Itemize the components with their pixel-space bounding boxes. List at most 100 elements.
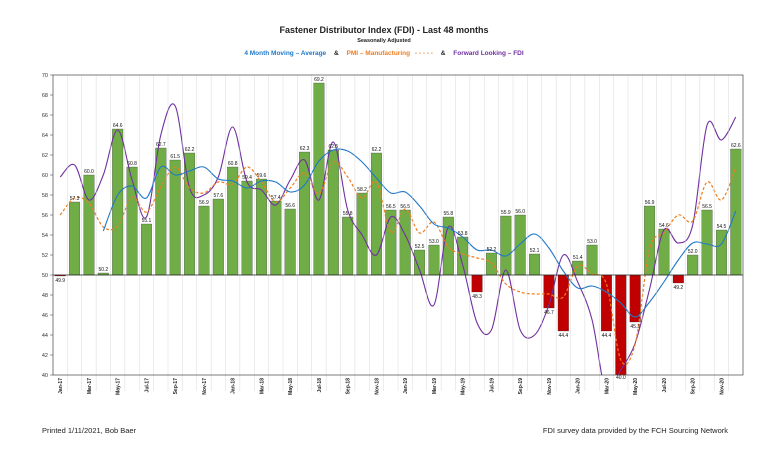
bar-38	[600, 274, 612, 332]
bar-11	[212, 198, 224, 276]
x-tick-label-38: Mar-20	[604, 378, 610, 394]
bar-20	[342, 216, 354, 276]
y-axis: 40 42 44 46 48 50 52 54 56 58 60 62 64 66 68 70	[42, 73, 53, 379]
data-label-47: 62.6	[731, 143, 741, 149]
data-label-2: 60.0	[84, 169, 94, 175]
x-tick-label-26: Mar-19	[432, 378, 438, 394]
data-label-35: 44.4	[558, 333, 568, 339]
bar-23	[385, 209, 397, 276]
data-label-22: 62.2	[372, 147, 382, 153]
x-tick-label-12: Jan-18	[231, 378, 237, 394]
data-label-24: 56.5	[400, 204, 410, 210]
bars	[54, 82, 742, 375]
bar-22	[370, 152, 382, 276]
series-lines	[59, 103, 737, 375]
data-label-18: 69.2	[314, 77, 324, 83]
bar-2	[83, 174, 95, 276]
x-tick-label-44: Sep-20	[691, 378, 697, 395]
x-tick-label-46: Nov-20	[719, 378, 725, 395]
data-label-30: 52.2	[487, 247, 497, 253]
data-label-7: 62.7	[156, 142, 166, 148]
bar-6	[140, 223, 152, 276]
x-tick-label-30: Jul-19	[489, 378, 495, 393]
x-axis: Jan-17 Mar-17 May-17 Jul-17 Sep-17 Nov-17 Jan-…	[58, 378, 725, 395]
bar-15	[270, 200, 282, 276]
data-label-3: 50.2	[98, 267, 108, 273]
data-label-6: 55.1	[142, 218, 152, 224]
data-label-10: 56.9	[199, 200, 209, 206]
bar-8	[169, 159, 181, 276]
legend-pmi: PMI – Manufacturing	[347, 50, 411, 57]
chart-title: Fastener Distributor Index (FDI) - Last …	[279, 25, 488, 35]
y-tick-label-40: 40	[42, 373, 48, 379]
y-tick-label-42: 42	[42, 353, 48, 359]
data-label-31: 55.9	[501, 210, 511, 216]
data-label-23: 56.5	[386, 204, 396, 210]
legend-moving-average: 4 Month Moving – Average	[244, 50, 326, 57]
data-labels: 49.9 57.3 60.0 50.2 64.6 60.8 55.1 62.7 61.5 62.2…	[55, 77, 741, 381]
bar-13	[241, 180, 253, 276]
data-label-21: 58.2	[357, 187, 367, 193]
fdi-chart: Fastener Distributor Index (FDI) - Last …	[42, 25, 744, 395]
x-tick-label-40: May-20	[633, 378, 639, 395]
data-label-4: 64.6	[113, 123, 123, 129]
data-label-34: 46.7	[544, 310, 554, 316]
data-label-16: 56.6	[285, 203, 295, 209]
axes	[52, 74, 744, 391]
bar-30	[485, 252, 497, 276]
bar-5	[126, 166, 138, 276]
footer-printed: Printed 1/11/2021, Bob Baer	[42, 426, 137, 435]
data-label-28: 53.8	[458, 231, 468, 237]
bar-43	[672, 274, 684, 284]
data-label-37: 53.0	[587, 239, 597, 245]
line-pmi-manufacturing	[59, 161, 737, 365]
x-tick-label-10: Nov-17	[202, 378, 208, 395]
data-label-33: 52.1	[530, 248, 540, 254]
y-tick-label-52: 52	[42, 253, 48, 259]
y-tick-label-70: 70	[42, 73, 48, 79]
bar-31	[500, 215, 512, 276]
data-label-26: 53.0	[429, 239, 439, 245]
x-tick-label-36: Jan-20	[576, 378, 582, 394]
bar-32	[514, 214, 526, 276]
y-tick-label-46: 46	[42, 313, 48, 319]
legend-forward-looking: Forward Looking – FDI	[453, 50, 524, 57]
y-tick-label-50: 50	[42, 273, 48, 279]
bar-18	[313, 82, 325, 276]
bar-14	[255, 178, 267, 276]
footer-source: FDI survey data provided by the FCH Sour…	[542, 426, 728, 435]
data-label-20: 55.8	[343, 211, 353, 217]
x-tick-label-18: Jul-18	[317, 378, 323, 393]
data-label-8: 61.5	[170, 154, 180, 160]
data-label-19: 62.5	[328, 144, 338, 150]
bar-28	[457, 236, 469, 276]
data-label-17: 62.3	[300, 146, 310, 152]
x-tick-label-16: May-18	[288, 378, 294, 395]
y-tick-label-54: 54	[42, 233, 48, 239]
x-tick-label-20: Sep-18	[346, 378, 352, 395]
data-label-9: 62.2	[185, 147, 195, 153]
y-tick-label-48: 48	[42, 293, 48, 299]
y-tick-label-62: 62	[42, 153, 48, 159]
data-label-43: 49.2	[673, 285, 683, 291]
data-label-14: 59.6	[257, 173, 267, 179]
data-label-44: 52.0	[688, 249, 698, 255]
bar-1	[69, 201, 81, 276]
bar-37	[586, 244, 598, 276]
legend-pmi-sample: - - - - -	[415, 50, 433, 57]
data-label-42: 54.6	[659, 223, 669, 229]
bar-29	[471, 274, 483, 293]
y-tick-label-60: 60	[42, 173, 48, 179]
data-label-0: 49.9	[55, 278, 65, 284]
bar-45	[701, 209, 713, 276]
data-label-29: 48.3	[472, 294, 482, 300]
data-label-41: 56.9	[645, 200, 655, 206]
x-tick-label-24: Jan-19	[403, 378, 409, 394]
x-tick-label-4: May-17	[116, 378, 122, 395]
data-label-36: 51.4	[573, 255, 583, 261]
bar-16	[284, 208, 296, 276]
x-tick-label-2: Mar-17	[87, 378, 93, 394]
y-tick-label-64: 64	[42, 133, 48, 139]
chart-subtitle: Seasonally Adjusted	[357, 38, 411, 44]
data-label-5: 60.8	[127, 161, 137, 167]
